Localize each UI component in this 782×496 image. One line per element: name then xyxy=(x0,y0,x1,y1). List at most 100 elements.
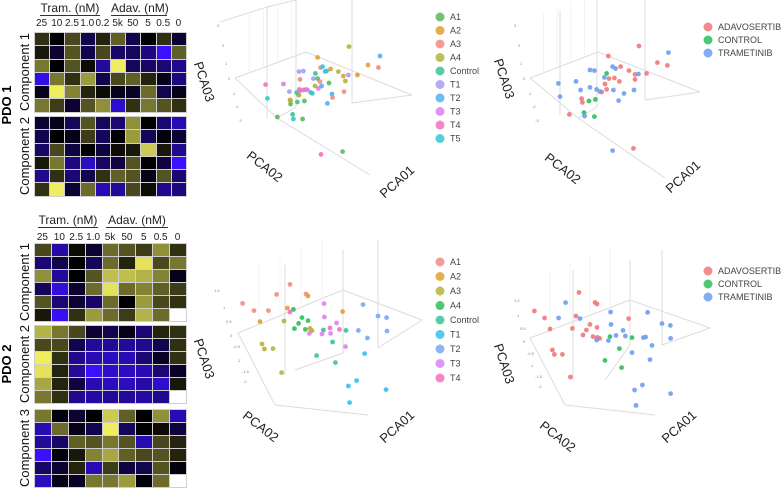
pca-plot-pdo2-drugs[interactable]: 1.5 1 0.5 0 -0.5 -1 -1.5 -2 PCA03 PCA02 PCA01 ADAVO… xyxy=(491,240,782,496)
legend-item[interactable]: TRAMETINIB xyxy=(703,48,773,58)
data-point[interactable] xyxy=(594,325,600,330)
data-point[interactable] xyxy=(552,352,557,357)
data-point[interactable] xyxy=(632,387,637,393)
data-point[interactable] xyxy=(346,383,351,389)
data-point[interactable] xyxy=(320,64,325,69)
legend-item[interactable]: CONTROL xyxy=(703,35,763,45)
data-point[interactable] xyxy=(643,334,648,340)
legend-item[interactable]: T3 xyxy=(435,359,461,369)
data-point[interactable] xyxy=(612,75,617,81)
data-point[interactable] xyxy=(619,365,624,370)
legend-item[interactable]: CONTROL xyxy=(703,279,763,289)
data-point[interactable] xyxy=(288,101,293,107)
data-point[interactable] xyxy=(587,85,593,90)
data-point[interactable] xyxy=(334,320,339,326)
data-point[interactable] xyxy=(274,292,279,297)
data-point[interactable] xyxy=(584,327,589,333)
data-point[interactable] xyxy=(617,346,622,351)
data-point[interactable] xyxy=(365,335,370,341)
data-point[interactable] xyxy=(296,321,301,326)
data-point[interactable] xyxy=(611,87,616,93)
data-point[interactable] xyxy=(287,309,293,315)
legend-item[interactable]: TRAMETINIB xyxy=(703,292,773,302)
data-point[interactable] xyxy=(311,76,316,81)
data-point[interactable] xyxy=(573,313,579,319)
data-point[interactable] xyxy=(302,98,307,104)
data-point[interactable] xyxy=(305,87,310,93)
data-point[interactable] xyxy=(626,68,632,73)
legend-item[interactable]: ADAVOSERTIB xyxy=(703,266,782,276)
data-point[interactable] xyxy=(291,116,296,122)
data-point[interactable] xyxy=(629,350,635,355)
data-point[interactable] xyxy=(327,325,333,331)
legend-item[interactable]: A1 xyxy=(435,257,462,267)
legend-item[interactable]: A1 xyxy=(435,12,462,22)
data-point[interactable] xyxy=(668,336,673,341)
data-point[interactable] xyxy=(606,338,611,343)
data-point[interactable] xyxy=(666,50,671,55)
data-point[interactable] xyxy=(325,101,330,106)
data-point[interactable] xyxy=(281,81,286,87)
data-point[interactable] xyxy=(365,62,371,68)
data-point[interactable] xyxy=(606,53,611,59)
data-point[interactable] xyxy=(633,403,639,408)
data-point[interactable] xyxy=(330,95,335,100)
legend-item[interactable]: A4 xyxy=(435,301,462,311)
data-point[interactable] xyxy=(340,149,345,155)
data-point[interactable] xyxy=(668,391,673,396)
data-point[interactable] xyxy=(377,53,383,59)
data-point[interactable] xyxy=(632,77,638,82)
data-point[interactable] xyxy=(328,331,333,336)
data-point[interactable] xyxy=(313,71,318,76)
data-point[interactable] xyxy=(305,318,311,323)
data-point[interactable] xyxy=(355,72,360,78)
legend-item[interactable]: A2 xyxy=(435,272,462,282)
data-point[interactable] xyxy=(281,318,287,324)
data-point[interactable] xyxy=(312,83,318,89)
legend-item[interactable]: Control xyxy=(435,315,480,325)
data-point[interactable] xyxy=(597,89,603,94)
data-point[interactable] xyxy=(305,293,311,299)
data-point[interactable] xyxy=(547,326,553,332)
data-point[interactable] xyxy=(343,328,349,333)
data-point[interactable] xyxy=(310,91,315,96)
data-point[interactable] xyxy=(550,347,555,353)
data-point[interactable] xyxy=(608,309,613,315)
data-point[interactable] xyxy=(307,331,312,336)
data-point[interactable] xyxy=(604,87,609,92)
data-point[interactable] xyxy=(356,328,361,333)
data-point[interactable] xyxy=(301,87,306,93)
data-point[interactable] xyxy=(321,301,327,306)
data-point[interactable] xyxy=(330,339,335,345)
data-point[interactable] xyxy=(263,82,268,87)
data-point[interactable] xyxy=(251,308,257,313)
data-point[interactable] xyxy=(341,89,347,94)
data-point[interactable] xyxy=(623,333,628,339)
data-point[interactable] xyxy=(316,86,321,91)
data-point[interactable] xyxy=(649,343,655,348)
data-point[interactable] xyxy=(606,76,612,81)
data-point[interactable] xyxy=(556,81,561,86)
pca-plot-pdo2-groups[interactable]: 1.5 1 0.5 0 -0.5 -1 -1.5 -2 PCA03 PCA02 PCA01 A1 A2 A… xyxy=(191,238,482,496)
data-point[interactable] xyxy=(640,382,645,388)
data-point[interactable] xyxy=(570,326,575,331)
data-point[interactable] xyxy=(319,331,325,337)
data-point[interactable] xyxy=(602,75,607,80)
data-point[interactable] xyxy=(383,387,389,392)
data-point[interactable] xyxy=(343,78,348,84)
legend-item[interactable]: T1 xyxy=(435,80,461,90)
legend-item[interactable]: A2 xyxy=(435,26,462,36)
data-point[interactable] xyxy=(337,327,342,332)
data-point[interactable] xyxy=(636,71,641,77)
data-point[interactable] xyxy=(586,98,592,104)
legend-item[interactable]: T2 xyxy=(435,344,461,354)
data-point[interactable] xyxy=(577,316,583,321)
data-point[interactable] xyxy=(259,341,265,347)
data-point[interactable] xyxy=(613,333,619,338)
data-point[interactable] xyxy=(580,100,585,105)
legend-item[interactable]: ADAVOSERTIB xyxy=(703,22,782,32)
data-point[interactable] xyxy=(384,315,389,320)
data-point[interactable] xyxy=(279,370,284,375)
data-point[interactable] xyxy=(265,96,270,101)
data-point[interactable] xyxy=(576,290,582,295)
